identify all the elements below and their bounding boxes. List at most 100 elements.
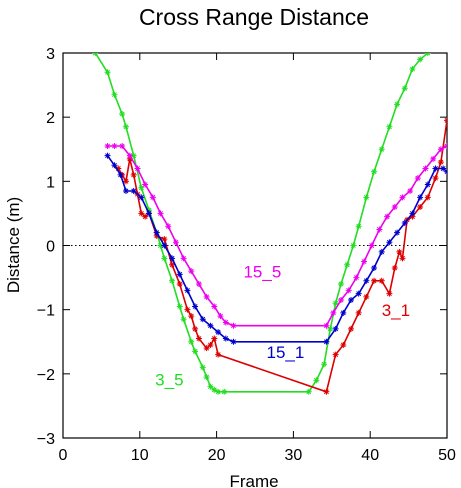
y-tick-label: −3 <box>37 431 55 448</box>
data-point <box>323 388 330 395</box>
data-point <box>363 194 370 201</box>
data-point <box>192 348 199 355</box>
data-point <box>230 322 237 329</box>
data-point <box>386 290 393 297</box>
data-point <box>378 277 385 284</box>
data-point <box>176 281 183 287</box>
data-point <box>344 261 351 268</box>
data-point <box>353 274 360 281</box>
data-point <box>386 123 393 130</box>
data-point <box>119 110 126 117</box>
series-label-15_1: 15_1 <box>267 343 305 362</box>
data-point <box>169 277 176 284</box>
data-point <box>422 165 429 172</box>
data-point <box>414 175 421 182</box>
x-tick-label: 10 <box>131 447 149 464</box>
data-point <box>340 309 347 316</box>
data-point <box>338 281 345 287</box>
series-line-3_5 <box>94 53 429 393</box>
data-point <box>117 171 124 178</box>
data-point <box>122 123 129 130</box>
data-point <box>340 341 347 348</box>
axis-ticks: 0 10 20 30 40 50 −3 −2 −1 0 1 2 3 <box>37 46 456 464</box>
data-point <box>407 187 414 194</box>
data-point <box>330 309 337 316</box>
data-point <box>313 377 320 384</box>
data-point <box>399 255 406 262</box>
data-point <box>394 101 401 108</box>
y-tick-label: −2 <box>37 367 55 384</box>
data-point <box>153 232 160 239</box>
data-point <box>417 204 424 210</box>
data-point <box>396 248 403 255</box>
data-point <box>371 168 378 175</box>
y-tick-label: −1 <box>37 303 55 320</box>
data-point <box>327 325 334 332</box>
data-point <box>323 322 330 329</box>
data-point <box>432 165 439 172</box>
data-point <box>409 66 416 73</box>
data-point <box>376 226 383 233</box>
data-point <box>184 306 191 313</box>
data-point <box>188 338 195 345</box>
data-point <box>363 277 370 284</box>
data-point <box>169 261 176 268</box>
data-point <box>92 53 99 56</box>
data-point <box>111 91 118 98</box>
data-point <box>440 165 447 172</box>
data-point <box>153 229 160 236</box>
data-point <box>180 316 187 323</box>
data-point <box>169 255 176 262</box>
data-point <box>371 264 378 271</box>
data-point <box>104 143 111 150</box>
data-point <box>207 383 214 390</box>
data-point <box>180 255 187 262</box>
data-point <box>378 146 385 153</box>
data-point <box>409 210 416 217</box>
data-point <box>195 281 202 287</box>
x-axis-label: Frame <box>229 472 278 488</box>
data-point <box>142 181 149 188</box>
data-point <box>332 325 339 332</box>
data-point <box>230 338 237 345</box>
data-point <box>215 388 222 395</box>
data-point <box>211 386 218 393</box>
data-point <box>146 210 153 217</box>
series-layer <box>92 53 447 395</box>
data-point <box>384 213 391 220</box>
data-point <box>126 152 133 159</box>
data-point <box>142 213 149 220</box>
data-point <box>348 325 354 332</box>
data-point <box>138 184 145 191</box>
x-tick-label: 30 <box>285 447 303 464</box>
y-tick-label: 1 <box>46 174 55 191</box>
data-point <box>111 162 118 169</box>
data-point <box>305 388 312 395</box>
data-point <box>348 297 354 304</box>
data-point <box>207 322 214 329</box>
data-point <box>188 313 195 320</box>
data-point <box>199 364 206 371</box>
data-point <box>444 117 447 124</box>
series-3_5 <box>92 53 431 395</box>
data-point <box>424 194 431 201</box>
data-point <box>217 313 224 320</box>
data-point <box>104 152 111 159</box>
series-label-15_5: 15_5 <box>243 263 281 282</box>
data-point <box>130 187 137 194</box>
data-point <box>391 204 398 210</box>
data-point <box>211 335 218 342</box>
data-point <box>417 56 424 63</box>
data-point <box>361 258 368 265</box>
data-point <box>211 303 218 310</box>
data-point <box>199 316 206 323</box>
data-point <box>192 303 199 310</box>
y-tick-label: 3 <box>46 46 55 63</box>
series-label-3_1: 3_1 <box>382 301 410 320</box>
data-point <box>332 300 339 307</box>
y-tick-label: 0 <box>46 239 55 256</box>
data-point <box>203 293 210 300</box>
data-point <box>222 335 229 342</box>
data-point <box>130 171 137 178</box>
